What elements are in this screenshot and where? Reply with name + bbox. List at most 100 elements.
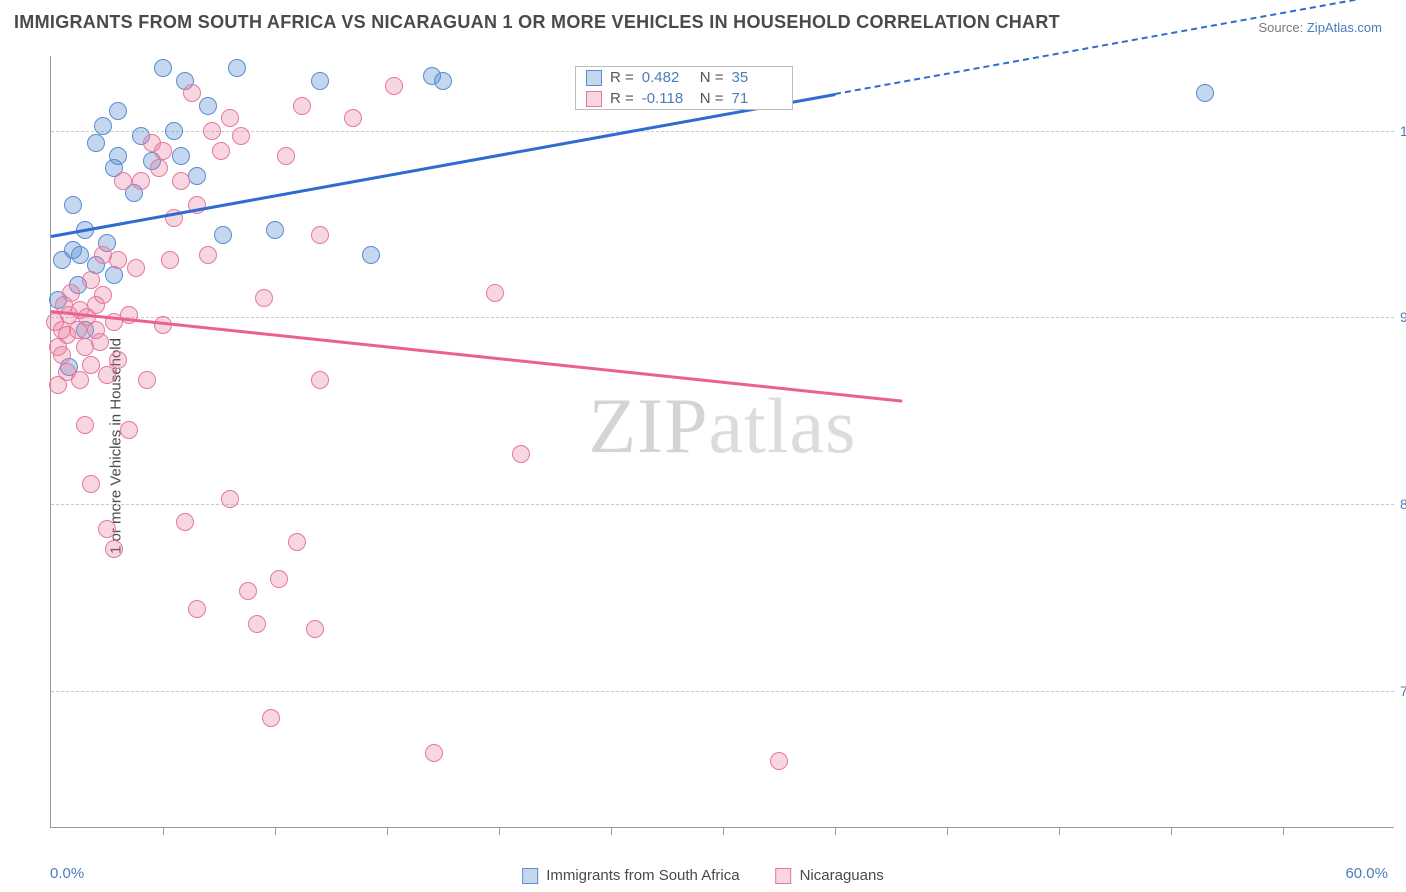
scatter-point [344,109,362,127]
scatter-point [248,615,266,633]
legend-label: Immigrants from South Africa [546,867,739,884]
x-tick [1283,827,1284,835]
scatter-point [109,102,127,120]
stat-value-r: -0.118 [642,90,692,107]
scatter-point [203,122,221,140]
scatter-point [91,333,109,351]
stat-value-n: 35 [732,69,782,86]
legend-item: Nicaraguans [776,867,884,884]
grid-line [51,131,1394,132]
legend-label: Nicaraguans [800,867,884,884]
scatter-point [311,226,329,244]
scatter-point [98,366,116,384]
x-tick [387,827,388,835]
stats-row: R = 0.482 N = 35 [576,67,792,88]
x-tick [163,827,164,835]
x-tick [499,827,500,835]
grid-line [51,317,1394,318]
scatter-point [62,284,80,302]
chart-plot-area: ZIPatlas 100.0%92.5%85.0%77.5% [50,56,1394,828]
scatter-point [212,142,230,160]
stat-value-r: 0.482 [642,69,692,86]
stat-value-n: 71 [732,90,782,107]
legend-swatch [522,868,538,884]
scatter-point [512,445,530,463]
y-tick-label: 77.5% [1400,683,1406,699]
scatter-point [109,147,127,165]
scatter-point [228,59,246,77]
scatter-point [262,709,280,727]
trend-line [51,310,902,402]
x-tick [1059,827,1060,835]
scatter-point [150,159,168,177]
scatter-point [221,109,239,127]
chart-title: IMMIGRANTS FROM SOUTH AFRICA VS NICARAGU… [14,12,1060,33]
watermark: ZIPatlas [589,381,857,471]
x-tick [947,827,948,835]
grid-line [51,691,1394,692]
legend-swatch [776,868,792,884]
scatter-point [76,416,94,434]
x-tick [835,827,836,835]
scatter-point [425,744,443,762]
stat-label-r: R = [610,90,634,107]
scatter-point [98,520,116,538]
scatter-point [172,147,190,165]
stats-row: R =-0.118N =71 [576,88,792,109]
scatter-point [270,570,288,588]
y-tick-label: 85.0% [1400,496,1406,512]
scatter-point [232,127,250,145]
scatter-point [486,284,504,302]
scatter-point [293,97,311,115]
scatter-point [71,371,89,389]
scatter-point [311,72,329,90]
scatter-point [161,251,179,269]
scatter-point [255,289,273,307]
scatter-point [138,371,156,389]
scatter-point [188,167,206,185]
scatter-point [214,226,232,244]
x-tick [611,827,612,835]
source-link[interactable]: ZipAtlas.com [1307,20,1382,35]
scatter-point [385,77,403,95]
scatter-point [53,346,71,364]
bottom-legend: Immigrants from South Africa Nicaraguans [522,867,884,884]
stat-label-n: N = [700,69,724,86]
scatter-point [288,533,306,551]
watermark-a: ZIP [589,382,709,469]
x-axis-min-label: 0.0% [50,865,84,882]
scatter-point [221,490,239,508]
scatter-point [362,246,380,264]
scatter-point [94,117,112,135]
scatter-point [165,122,183,140]
scatter-point [277,147,295,165]
scatter-point [199,246,217,264]
scatter-point [311,371,329,389]
scatter-point [64,196,82,214]
scatter-point [434,72,452,90]
stat-label-r: R = [610,69,634,86]
y-tick-label: 100.0% [1400,123,1406,139]
scatter-point [239,582,257,600]
y-tick-label: 92.5% [1400,309,1406,325]
legend-swatch [586,70,602,86]
source-prefix: Source: [1258,20,1306,35]
scatter-point [109,251,127,269]
scatter-point [266,221,284,239]
scatter-point [1196,84,1214,102]
watermark-b: atlas [709,382,857,469]
scatter-point [120,421,138,439]
scatter-point [94,286,112,304]
scatter-point [82,475,100,493]
x-tick [1171,827,1172,835]
scatter-point [154,142,172,160]
scatter-point [199,97,217,115]
scatter-point [183,84,201,102]
x-axis-max-label: 60.0% [1345,865,1388,882]
x-tick [275,827,276,835]
scatter-point [127,259,145,277]
x-tick [723,827,724,835]
scatter-point [109,351,127,369]
source-attribution: Source: ZipAtlas.com [1258,20,1382,35]
scatter-point [188,600,206,618]
